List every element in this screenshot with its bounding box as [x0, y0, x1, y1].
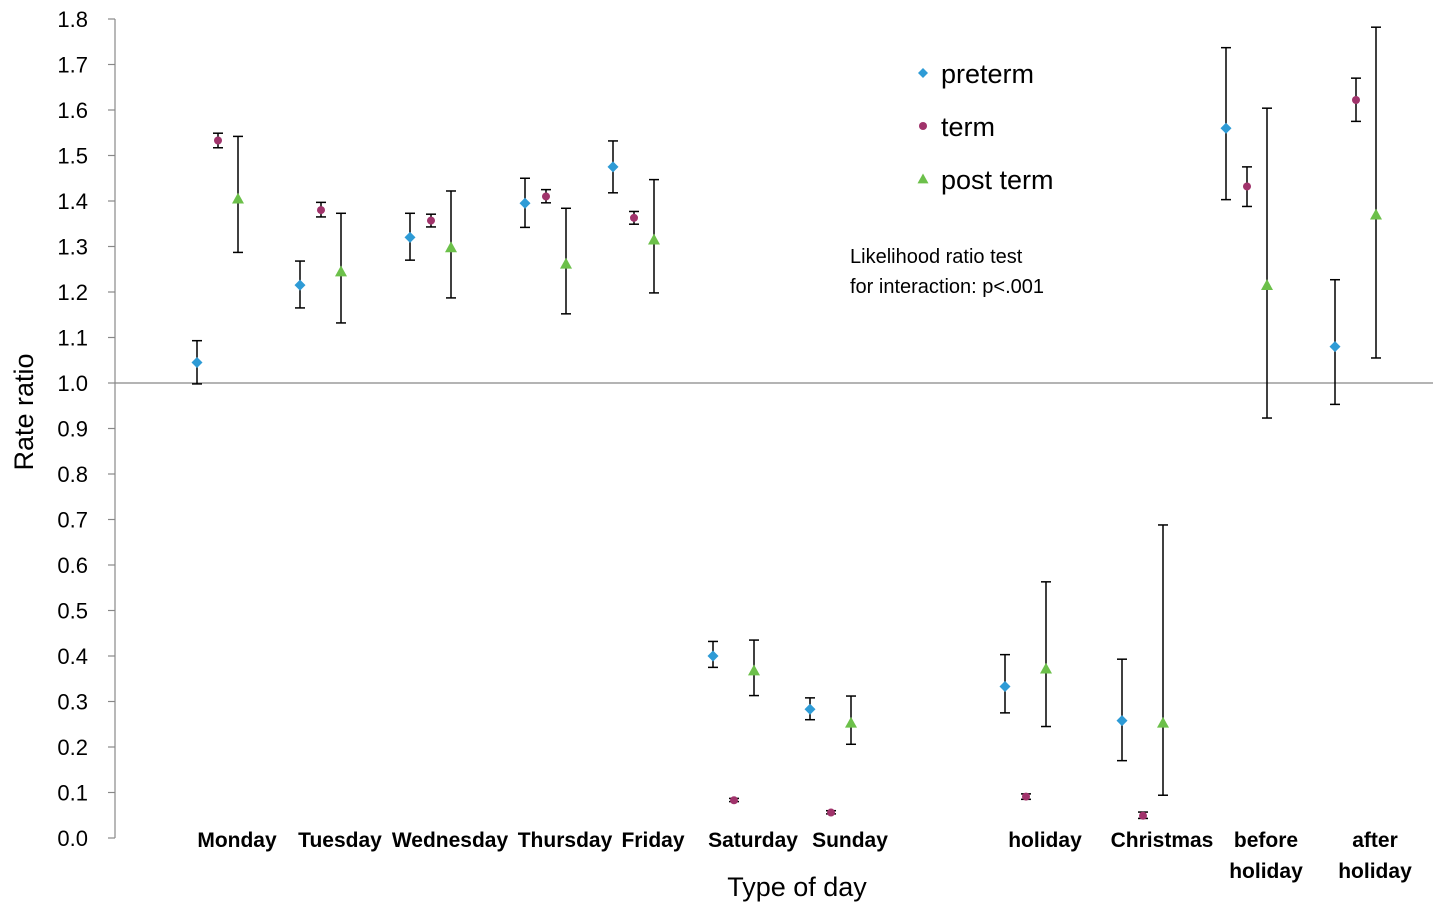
legend: preterm term post term: [917, 59, 1054, 195]
post-term-point: [748, 664, 760, 676]
x-category-label: Sunday: [812, 829, 888, 852]
preterm-point: [999, 680, 1011, 692]
preterm-point: [1329, 341, 1341, 353]
post-term-point: [648, 233, 660, 245]
term-point: [317, 206, 325, 215]
y-tick-label: 1.7: [57, 53, 88, 78]
x-category-label: holiday: [1338, 860, 1412, 883]
term-point: [1139, 811, 1147, 820]
x-axis: Monday Tuesday Wednesday Thursday Friday Satu…: [197, 829, 1412, 883]
preterm-point: [804, 703, 816, 715]
y-tick-label: 0.2: [57, 735, 88, 760]
y-tick-label: 1.5: [57, 144, 88, 169]
y-axis-title: Rate ratio: [9, 353, 39, 470]
y-tick-label: 1.6: [57, 98, 88, 123]
y-tick-label: 0.5: [57, 599, 88, 624]
term-point: [730, 796, 738, 805]
y-tick-label: 1.2: [57, 280, 88, 305]
y-tick-label: 0.1: [57, 781, 88, 806]
y-tick-label: 1.8: [57, 7, 88, 32]
y-tick-label: 0.3: [57, 690, 88, 715]
y-tick-label: 0.4: [57, 644, 88, 669]
x-category-label: after: [1352, 829, 1398, 852]
annotation-line-1: Likelihood ratio test: [850, 246, 1023, 268]
preterm-point: [1116, 715, 1128, 727]
post-term-point: [845, 716, 857, 728]
y-tick-label: 0.9: [57, 417, 88, 442]
post-term-point: [445, 241, 457, 253]
y-tick-label: 0.0: [57, 826, 88, 851]
x-category-label: Thursday: [518, 829, 613, 852]
y-tick-label: 1.3: [57, 235, 88, 260]
post-term-point: [335, 265, 347, 277]
term-point: [1243, 182, 1251, 191]
legend-label: term: [941, 112, 995, 142]
x-category-label: Christmas: [1111, 829, 1214, 852]
annotation-line-2: for interaction: p<.001: [850, 276, 1044, 298]
term-point: [1022, 792, 1030, 801]
preterm-point: [519, 197, 531, 209]
legend-label: preterm: [941, 59, 1034, 89]
x-category-label: Saturday: [708, 829, 798, 852]
post-term-point: [560, 257, 572, 269]
x-category-label: Friday: [621, 829, 684, 852]
x-category-label: Tuesday: [298, 829, 382, 852]
y-tick-label: 0.8: [57, 462, 88, 487]
preterm-point: [294, 279, 306, 291]
y-tick-label: 1.4: [57, 189, 88, 214]
post-term-point: [1370, 208, 1382, 220]
x-category-label: Wednesday: [392, 829, 509, 852]
preterm-point: [607, 161, 619, 173]
y-tick-label: 1.1: [57, 326, 88, 351]
term-point: [214, 136, 222, 145]
error-bars: [192, 26, 1381, 820]
x-category-label: before: [1234, 829, 1298, 852]
preterm-point: [191, 357, 203, 369]
term-point: [542, 192, 550, 201]
y-axis: 0.0 0.1 0.2 0.3 0.4 0.5 0.6 0.7 0.8 0.9 1.0 1.1 1.2 1…: [57, 7, 116, 851]
post-term-point: [1157, 716, 1169, 728]
y-tick-label: 0.6: [57, 553, 88, 578]
y-tick-label: 1.0: [57, 371, 88, 396]
y-tick-label: 0.7: [57, 508, 88, 533]
term-point: [827, 808, 835, 817]
preterm-point: [404, 231, 416, 243]
legend-marker-post-term: [917, 173, 929, 184]
post-term-point: [1040, 662, 1052, 674]
preterm-point: [1220, 122, 1232, 134]
term-point: [427, 216, 435, 225]
legend-label: post term: [941, 165, 1054, 195]
x-category-label: Monday: [197, 829, 277, 852]
post-term-point: [232, 192, 244, 204]
x-axis-title: Type of day: [727, 872, 867, 902]
term-point: [630, 213, 638, 222]
x-category-label: holiday: [1008, 829, 1082, 852]
data-markers: [191, 95, 1382, 820]
preterm-point: [707, 650, 719, 662]
term-point: [1352, 95, 1360, 104]
legend-marker-term: [919, 122, 927, 130]
x-category-label: holiday: [1229, 860, 1303, 883]
legend-marker-preterm: [918, 68, 928, 78]
post-term-point: [1261, 279, 1273, 290]
